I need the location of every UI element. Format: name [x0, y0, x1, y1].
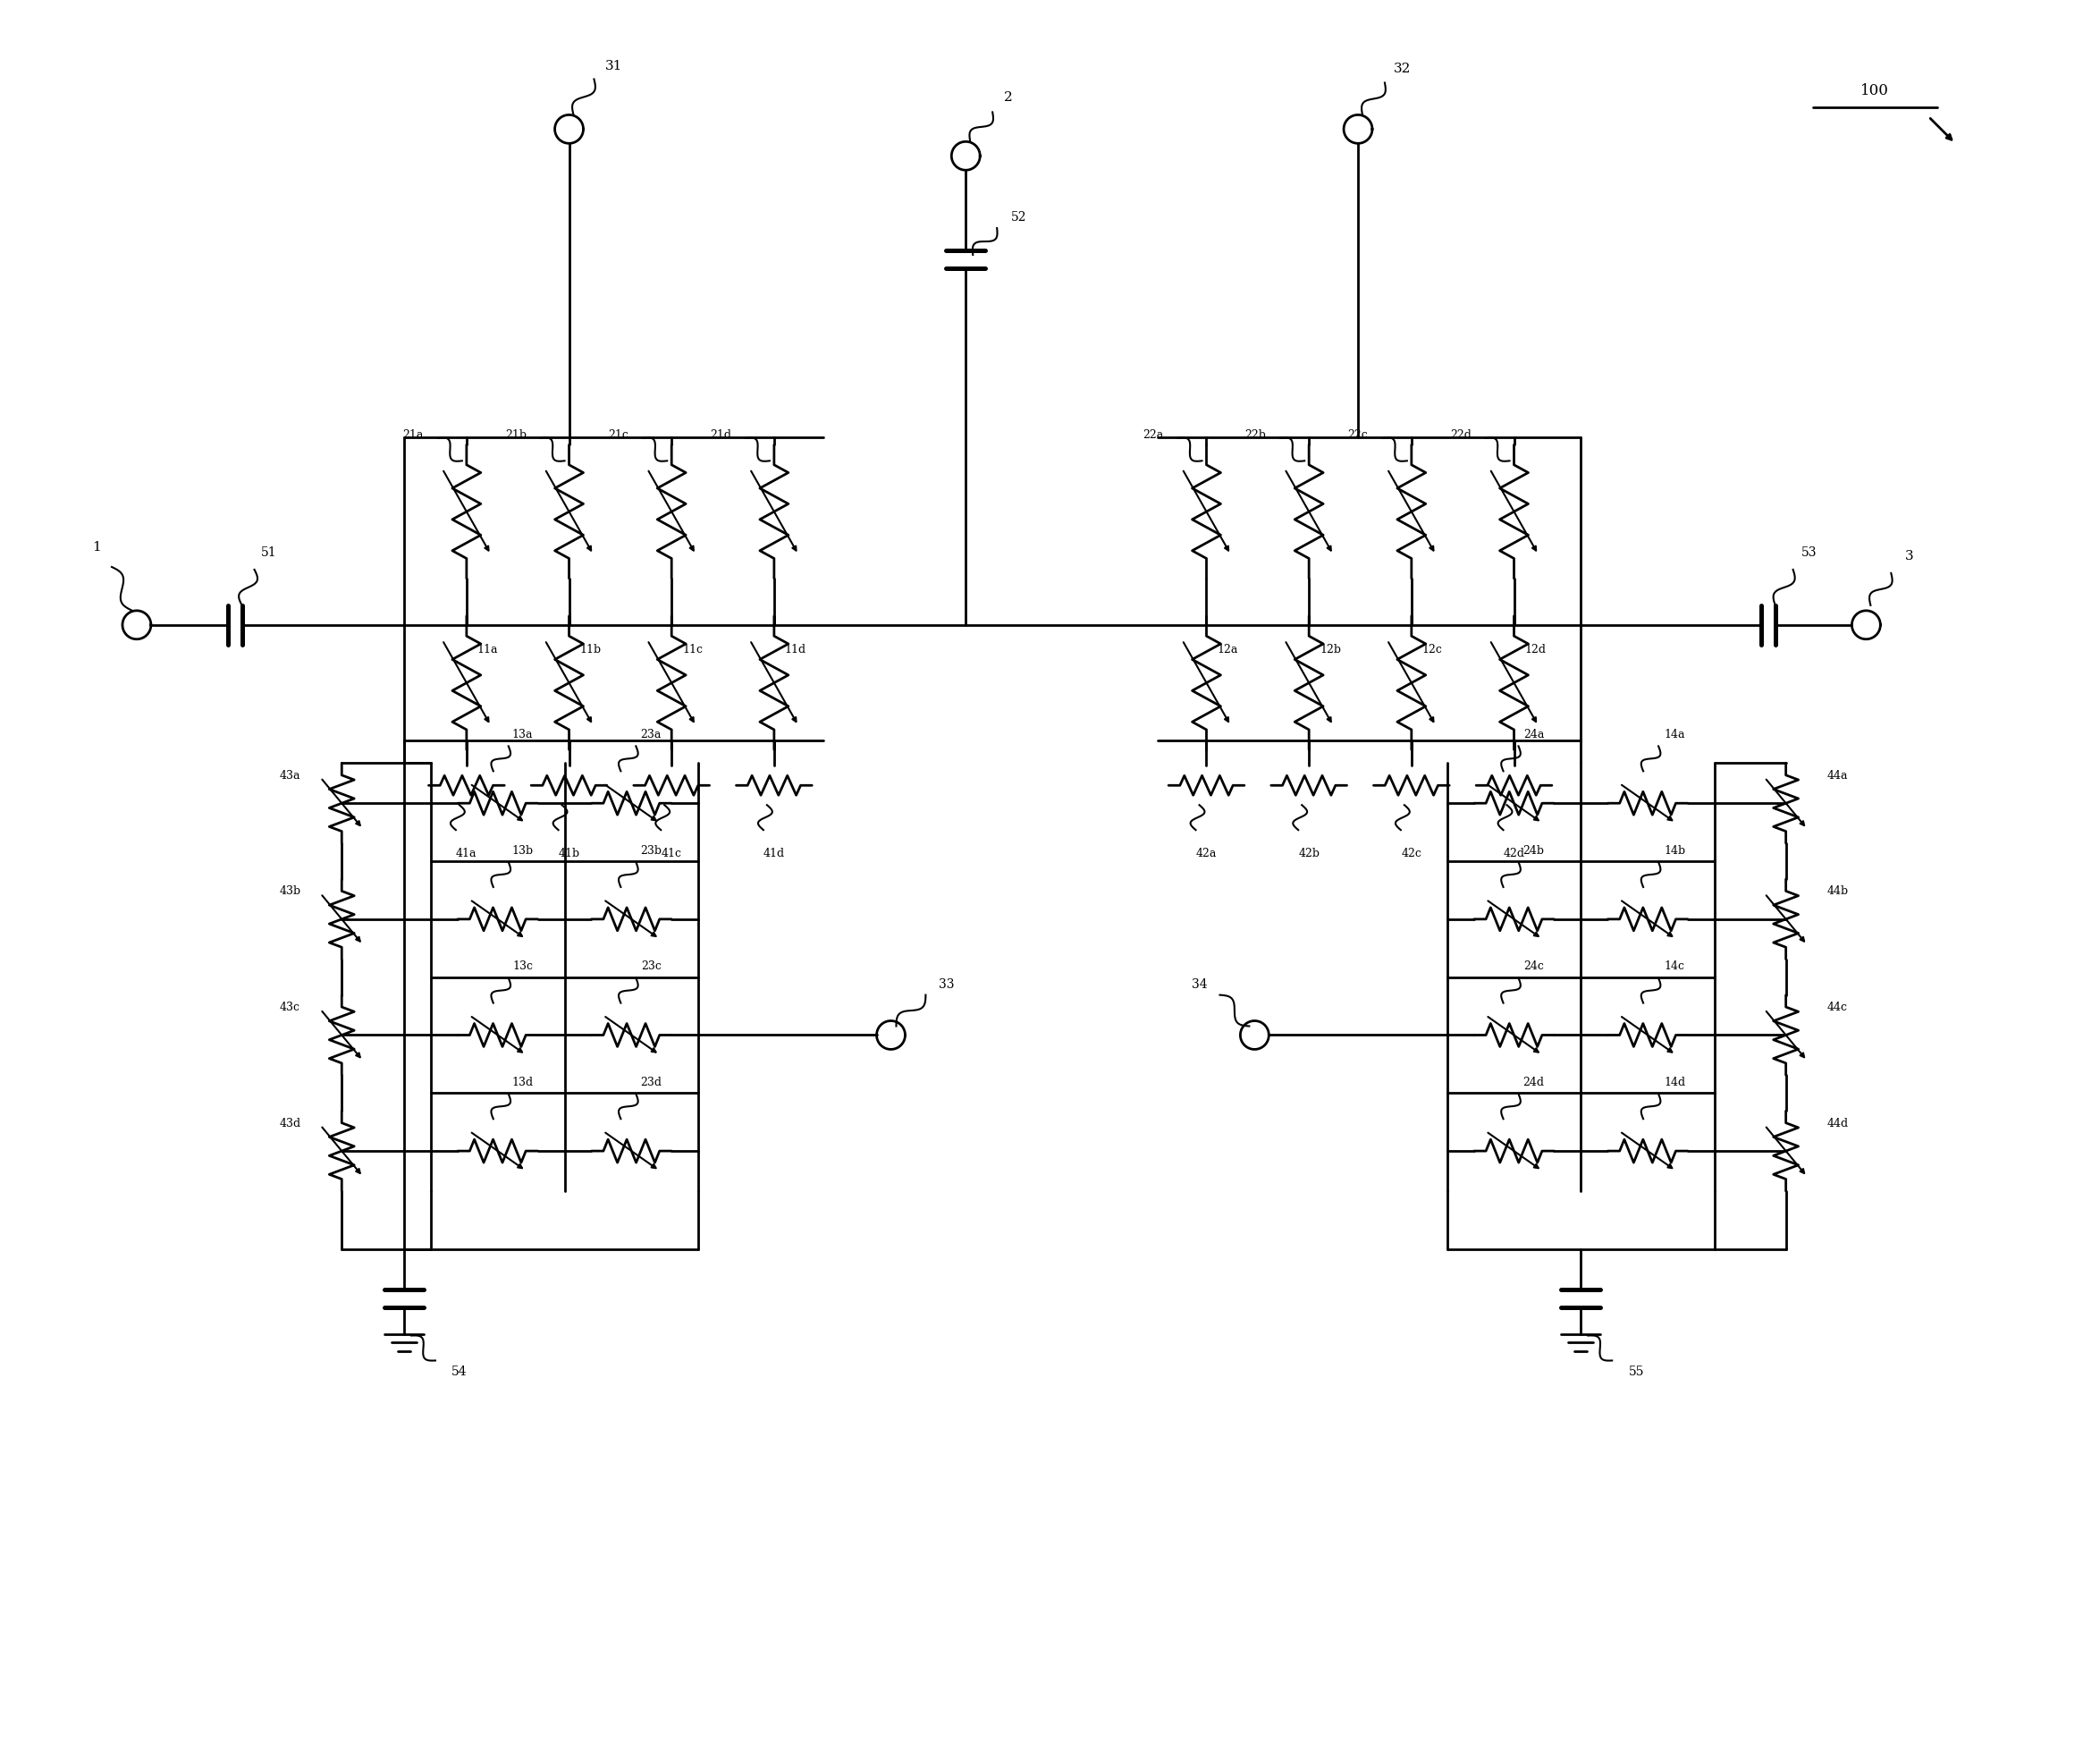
Text: 12c: 12c [1422, 645, 1443, 655]
Text: 3: 3 [1905, 550, 1913, 563]
Text: 14c: 14c [1663, 960, 1684, 972]
Text: 12a: 12a [1218, 645, 1239, 655]
Text: 42b: 42b [1298, 847, 1319, 859]
Text: 13c: 13c [512, 960, 533, 972]
Text: 12b: 12b [1319, 645, 1342, 655]
Text: 100: 100 [1861, 84, 1890, 98]
Text: 53: 53 [1802, 547, 1816, 559]
Text: 32: 32 [1394, 63, 1411, 75]
Text: 51: 51 [260, 547, 277, 559]
Text: 54: 54 [452, 1366, 468, 1378]
Text: 11c: 11c [683, 645, 704, 655]
Text: 12d: 12d [1525, 645, 1546, 655]
Text: 43a: 43a [279, 770, 300, 780]
Text: 14d: 14d [1663, 1077, 1684, 1087]
Text: 1: 1 [92, 540, 101, 554]
Text: 22d: 22d [1449, 429, 1472, 441]
Text: 14b: 14b [1663, 845, 1684, 855]
Text: 42a: 42a [1197, 847, 1216, 859]
Text: 55: 55 [1628, 1366, 1644, 1378]
Text: 11b: 11b [580, 645, 601, 655]
Text: 22a: 22a [1142, 429, 1163, 441]
Text: 44b: 44b [1827, 885, 1848, 897]
Text: 42c: 42c [1401, 847, 1422, 859]
Text: 42d: 42d [1504, 847, 1525, 859]
Text: 41b: 41b [559, 847, 580, 859]
Text: 23d: 23d [640, 1077, 662, 1087]
Text: 43c: 43c [279, 1002, 300, 1012]
Text: 2: 2 [1004, 92, 1012, 105]
Text: 41d: 41d [762, 847, 785, 859]
Text: 23c: 23c [640, 960, 662, 972]
Text: 11d: 11d [785, 645, 806, 655]
Text: 34: 34 [1191, 977, 1207, 989]
Text: 14a: 14a [1663, 728, 1684, 740]
Text: 24b: 24b [1522, 845, 1544, 855]
Text: 44c: 44c [1827, 1002, 1848, 1012]
Text: 13b: 13b [512, 845, 533, 855]
Text: 21d: 21d [710, 429, 731, 441]
Text: 11a: 11a [477, 645, 498, 655]
Text: 43d: 43d [279, 1117, 300, 1129]
Text: 43b: 43b [279, 885, 300, 897]
Text: 23b: 23b [640, 845, 662, 855]
Text: 44d: 44d [1827, 1117, 1848, 1129]
Text: 31: 31 [605, 59, 622, 71]
Text: 22c: 22c [1348, 429, 1369, 441]
Text: 22b: 22b [1245, 429, 1266, 441]
Text: 21b: 21b [504, 429, 527, 441]
Text: 52: 52 [1012, 211, 1027, 223]
Text: 21c: 21c [607, 429, 628, 441]
Text: 24d: 24d [1522, 1077, 1544, 1087]
Text: 41c: 41c [662, 847, 683, 859]
Text: 13a: 13a [512, 728, 533, 740]
Text: 21a: 21a [403, 429, 424, 441]
Text: 24c: 24c [1522, 960, 1544, 972]
Text: 44a: 44a [1827, 770, 1848, 780]
Text: 41a: 41a [456, 847, 477, 859]
Text: 13d: 13d [512, 1077, 533, 1087]
Text: 33: 33 [939, 977, 953, 989]
Text: 24a: 24a [1522, 728, 1544, 740]
Text: 23a: 23a [640, 728, 662, 740]
